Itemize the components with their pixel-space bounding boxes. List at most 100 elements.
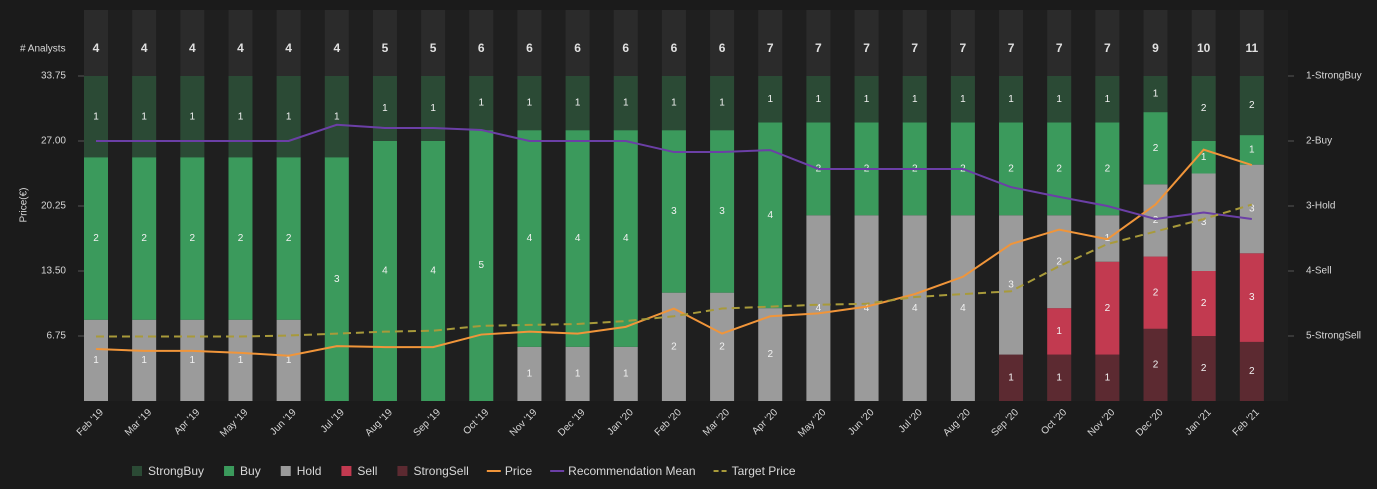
segment-label: 1 — [1249, 145, 1255, 156]
y2-tick-label: 5-StrongSell — [1306, 331, 1361, 342]
segment-label: 2 — [1056, 163, 1062, 174]
bar-segment — [469, 76, 494, 131]
segment-label: 2 — [767, 349, 773, 360]
line-series — [96, 123, 1252, 221]
segment-label: 2 — [93, 233, 99, 244]
segment-label: 2 — [1201, 103, 1207, 114]
segment-label: 1 — [912, 94, 918, 105]
segment-label: 1 — [1056, 326, 1062, 337]
segment-label: 1 — [1056, 94, 1062, 105]
segment-label: 1 — [238, 355, 244, 366]
x-tick-label: Feb '19 — [75, 407, 106, 438]
bar-segment — [517, 346, 542, 401]
segment-label: 1 — [1201, 152, 1207, 163]
y2-tick-label: 2-Buy — [1306, 136, 1332, 147]
analyst-count: 5 — [382, 41, 389, 55]
analyst-count: 4 — [333, 41, 340, 55]
bar-segment — [1095, 76, 1120, 123]
bar-segment — [421, 141, 446, 401]
segment-label: 3 — [671, 206, 677, 217]
analyst-count: 6 — [478, 41, 485, 55]
segment-label: 2 — [1153, 287, 1159, 298]
x-tick-label: Mar '19 — [123, 407, 154, 438]
bar-segment — [902, 215, 927, 401]
segment-label: 4 — [864, 303, 870, 314]
bar-segment — [1191, 271, 1216, 336]
bar-segment — [661, 76, 686, 131]
bar-segment — [276, 157, 301, 320]
bar-segment — [613, 76, 638, 131]
x-tick-label: Sep '19 — [412, 407, 444, 439]
bar-segment — [758, 308, 783, 401]
bar-segment — [1047, 354, 1072, 401]
segment-label: 1 — [1008, 94, 1014, 105]
segment-label: 1 — [286, 111, 292, 122]
x-tick-label: Apr '19 — [172, 407, 202, 437]
segment-label: 1 — [1153, 89, 1159, 100]
analyst-count: 6 — [574, 41, 581, 55]
segment-label: 1 — [575, 369, 581, 380]
analyst-count: 7 — [960, 41, 967, 55]
analyst-count: 9 — [1152, 41, 1159, 55]
segment-label: 3 — [1201, 217, 1207, 228]
bar-segment — [132, 157, 157, 320]
segment-label: 4 — [382, 266, 388, 277]
segment-label: 3 — [1008, 280, 1014, 291]
line-series — [95, 148, 1253, 357]
segment-label: 2 — [1056, 256, 1062, 267]
bar-segment — [710, 292, 735, 401]
segment-label: 2 — [1249, 100, 1255, 111]
bar-segment — [565, 130, 590, 347]
bar-segment — [758, 76, 783, 123]
x-tick-label: Feb '20 — [653, 407, 684, 438]
analyst-count: 5 — [430, 41, 437, 55]
bar-segment — [613, 346, 638, 401]
segment-label: 2 — [1008, 163, 1014, 174]
bar-segment — [710, 130, 735, 293]
x-tick-label: Aug '19 — [363, 407, 395, 439]
bar-segment — [1191, 141, 1216, 174]
segment-label: 1 — [527, 369, 533, 380]
bar-segment — [324, 157, 349, 401]
bar-segment — [1143, 76, 1168, 113]
x-tick-label: Nov '19 — [508, 407, 540, 439]
x-tick-label: Dec '20 — [1134, 407, 1166, 439]
bar-segment — [902, 76, 927, 123]
y2-tick-label: 1-StrongBuy — [1306, 71, 1362, 82]
bar-segment — [1239, 164, 1264, 254]
legend-label: Hold — [297, 464, 322, 478]
bar-segment — [517, 130, 542, 347]
x-tick-label: Feb '21 — [1231, 407, 1262, 438]
analyst-count: 4 — [93, 41, 100, 55]
bar-segment — [1143, 328, 1168, 401]
bar-segment — [84, 157, 108, 320]
segment-label: 5 — [478, 260, 484, 271]
segment-label: 1 — [334, 111, 340, 122]
y-tick-label: 27.00 — [41, 136, 66, 147]
segment-label: 1 — [1008, 372, 1014, 383]
x-tick-label: Nov '20 — [1086, 407, 1118, 439]
segment-label: 1 — [527, 98, 533, 109]
segment-label: 1 — [671, 98, 677, 109]
analyst-count: 6 — [622, 41, 629, 55]
bar-segment — [710, 76, 735, 131]
segment-label: 1 — [382, 103, 388, 114]
legend-swatch — [341, 466, 352, 476]
legend-label: Price — [505, 464, 533, 478]
segment-label: 1 — [623, 369, 629, 380]
bar-segment — [469, 130, 494, 401]
bar-segment — [180, 319, 205, 401]
legend-swatch — [397, 466, 408, 476]
analyst-count: 4 — [141, 41, 148, 55]
y-tick-label: 6.75 — [47, 331, 67, 342]
y2-tick-label: 4-Sell — [1306, 266, 1332, 277]
bar-segment — [661, 130, 686, 293]
segment-label: 4 — [767, 210, 773, 221]
analysts-label: # Analysts — [20, 44, 66, 55]
bar-segment — [276, 319, 301, 401]
segment-label: 2 — [719, 341, 725, 352]
bar-segment — [1191, 336, 1216, 401]
x-tick-label: May '19 — [218, 407, 251, 440]
segment-label: 2 — [286, 233, 292, 244]
